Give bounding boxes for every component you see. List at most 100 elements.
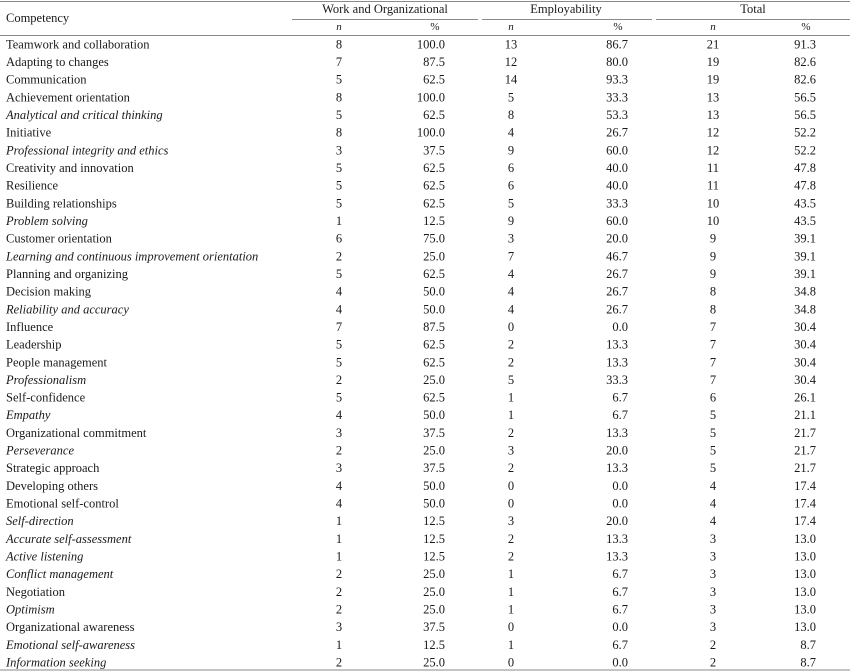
cell: 12.5 xyxy=(423,532,445,546)
cell: 19 xyxy=(707,73,720,87)
cell: 3 xyxy=(508,514,514,528)
competency: Learning and continuous improvement orie… xyxy=(5,249,258,263)
cell: 33.3 xyxy=(606,90,628,104)
cell: 43.5 xyxy=(794,214,816,228)
competency: Problem solving xyxy=(5,214,88,228)
cell: 6.7 xyxy=(612,391,628,405)
group-header: Employability xyxy=(530,2,602,16)
cell: 11 xyxy=(707,161,719,175)
cell: 37.5 xyxy=(423,620,445,634)
cell: 5 xyxy=(508,373,514,387)
cell: 6 xyxy=(508,161,514,175)
cell: 62.5 xyxy=(423,391,445,405)
cell: 2 xyxy=(336,373,342,387)
group-header: Work and Organizational xyxy=(322,2,448,16)
cell: 62.5 xyxy=(423,179,445,193)
cell: 43.5 xyxy=(794,196,816,210)
cell: 5 xyxy=(336,161,342,175)
cell: 3 xyxy=(508,232,514,246)
cell: 12 xyxy=(707,143,720,157)
cell: 40.0 xyxy=(606,161,628,175)
cell: 100.0 xyxy=(417,37,445,51)
cell: 3 xyxy=(336,143,342,157)
cell: 5 xyxy=(710,426,716,440)
cell: 2 xyxy=(508,355,514,369)
cell: 2 xyxy=(336,585,342,599)
cell: 13 xyxy=(707,90,720,104)
subheader: n xyxy=(710,21,716,33)
cell: 21.7 xyxy=(794,461,816,475)
cell: 62.5 xyxy=(423,267,445,281)
cell: 25.0 xyxy=(423,444,445,458)
cell: 4 xyxy=(710,514,717,528)
cell: 80.0 xyxy=(606,55,628,69)
cell: 13.3 xyxy=(606,550,628,564)
cell: 9 xyxy=(508,214,514,228)
cell: 30.4 xyxy=(794,373,817,387)
cell: 13.0 xyxy=(794,602,816,616)
cell: 3 xyxy=(336,426,342,440)
cell: 1 xyxy=(508,602,514,616)
cell: 1 xyxy=(508,585,514,599)
cell: 4 xyxy=(710,479,717,493)
cell: 33.3 xyxy=(606,373,628,387)
cell: 37.5 xyxy=(423,143,445,157)
cell: 50.0 xyxy=(423,497,445,511)
competency: Empathy xyxy=(5,408,51,422)
cell: 6.7 xyxy=(612,567,628,581)
cell: 20.0 xyxy=(606,232,628,246)
cell: 33.3 xyxy=(606,196,628,210)
cell: 5 xyxy=(336,73,342,87)
cell: 1 xyxy=(508,391,514,405)
cell: 3 xyxy=(336,620,342,634)
cell: 3 xyxy=(508,444,514,458)
cell: 75.0 xyxy=(423,232,445,246)
cell: 3 xyxy=(710,550,716,564)
cell: 1 xyxy=(336,550,342,564)
cell: 37.5 xyxy=(423,426,445,440)
competency: Influence xyxy=(6,320,54,334)
cell: 8 xyxy=(336,90,342,104)
cell: 5 xyxy=(336,196,342,210)
cell: 0.0 xyxy=(612,479,628,493)
cell: 2 xyxy=(508,461,514,475)
competency: Negotiation xyxy=(6,585,66,599)
competency: Strategic approach xyxy=(6,461,100,475)
cell: 5 xyxy=(710,408,716,422)
cell: 2 xyxy=(336,655,342,669)
cell: 4 xyxy=(336,285,343,299)
cell: 3 xyxy=(710,567,716,581)
cell: 9 xyxy=(710,267,716,281)
subheader: % xyxy=(430,21,439,33)
cell: 4 xyxy=(508,285,515,299)
cell: 17.4 xyxy=(794,479,817,493)
cell: 50.0 xyxy=(423,285,445,299)
competency: Self-confidence xyxy=(6,391,86,405)
cell: 20.0 xyxy=(606,514,628,528)
competency: Building relationships xyxy=(6,196,117,210)
cell: 2 xyxy=(508,532,514,546)
cell: 21.7 xyxy=(794,426,816,440)
competency: Leadership xyxy=(6,338,62,352)
cell: 25.0 xyxy=(423,655,445,669)
cell: 8 xyxy=(336,126,342,140)
cell: 0.0 xyxy=(612,320,628,334)
competency: Reliability and accuracy xyxy=(5,302,129,316)
cell: 6.7 xyxy=(612,602,628,616)
competency: Analytical and critical thinking xyxy=(5,108,163,122)
competency: Organizational commitment xyxy=(6,426,147,440)
cell: 91.3 xyxy=(794,37,816,51)
cell: 13.0 xyxy=(794,532,816,546)
cell: 56.5 xyxy=(794,90,816,104)
cell: 1 xyxy=(508,638,514,652)
cell: 39.1 xyxy=(794,267,816,281)
competency: Initiative xyxy=(6,126,52,140)
cell: 9 xyxy=(710,232,716,246)
cell: 13.0 xyxy=(794,620,816,634)
cell: 82.6 xyxy=(794,73,816,87)
cell: 7 xyxy=(710,355,716,369)
cell: 0 xyxy=(508,620,514,634)
cell: 5 xyxy=(710,461,716,475)
cell: 53.3 xyxy=(606,108,628,122)
cell: 4 xyxy=(336,408,343,422)
